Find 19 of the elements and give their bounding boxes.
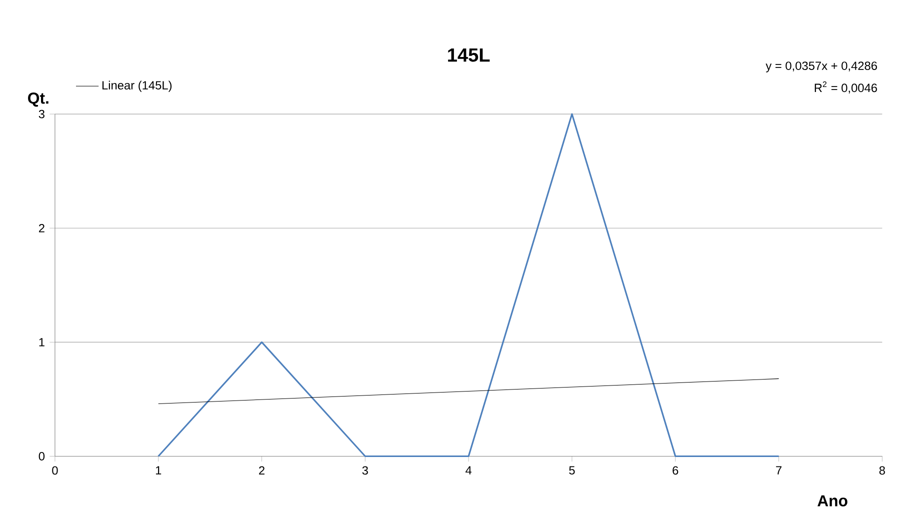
x-tick-label: 1 xyxy=(156,466,162,475)
text: y = 0,0357x + 0,4286 xyxy=(766,62,877,73)
x-tick-label: 2 xyxy=(259,466,264,475)
x-tick-label: 8 xyxy=(879,466,885,475)
x-tick-label: 3 xyxy=(362,466,368,475)
x-tick-label: 6 xyxy=(672,466,678,475)
chart-title: 145L xyxy=(448,48,490,62)
x-axis-title: Ano xyxy=(818,495,848,507)
x-tick-label: 4 xyxy=(466,466,472,475)
y-axis-title: Qt. xyxy=(28,92,48,107)
y-tick-label: 0 xyxy=(38,452,45,461)
y-tick-label: 3 xyxy=(38,110,44,118)
y-tick-label: 2 xyxy=(38,224,44,232)
text: R$^{2}$ = 0,0046 xyxy=(814,82,877,94)
legend-label: Linear (145L) xyxy=(102,80,172,92)
y-tick-label: 1 xyxy=(39,338,44,346)
x-tick-label: 0 xyxy=(52,466,58,475)
x-tick-label: 7 xyxy=(776,466,782,475)
x-tick-label: 5 xyxy=(569,466,575,475)
